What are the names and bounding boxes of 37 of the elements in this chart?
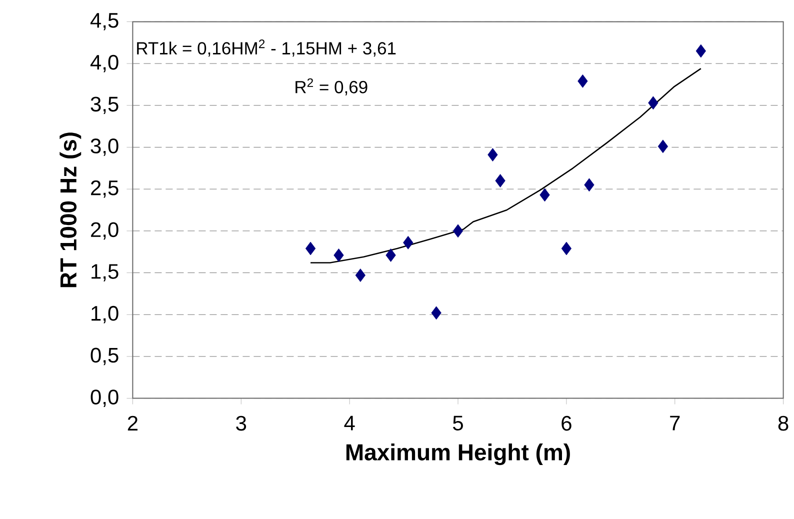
point	[488, 148, 498, 162]
y-tick-label: 1,0	[92, 306, 118, 324]
point	[696, 44, 706, 58]
x-tick-label: 4	[344, 416, 355, 430]
point	[540, 188, 550, 202]
x-axis-title: Maximum Height (m)	[346, 444, 570, 466]
y-tick-label: 3,5	[90, 96, 118, 114]
y-tick-label: 2,5	[91, 180, 118, 198]
x-tick-label: 7	[670, 416, 680, 430]
y-tick-label: 4,5	[90, 13, 118, 30]
point	[578, 74, 588, 88]
point	[334, 248, 344, 262]
point	[355, 268, 366, 282]
y-tick-label: 0,0	[90, 390, 118, 407]
point	[386, 248, 396, 262]
point	[561, 242, 572, 256]
x-tick-label: 5	[453, 416, 463, 430]
point	[648, 96, 658, 110]
x-tick-label: 2	[128, 416, 138, 430]
y-tick-label: 3,0	[90, 138, 118, 156]
point	[431, 306, 442, 320]
point	[658, 140, 668, 154]
point	[452, 224, 464, 238]
point	[403, 236, 414, 250]
annotation: RT1k = 0,16HM$^{2}$ - 1,15HM + 3,61	[137, 40, 396, 57]
x-tick-label: 8	[778, 416, 788, 431]
y-tick-label: 1,5	[92, 264, 118, 282]
y-axis-title: RT 1000 Hz (s)	[60, 132, 82, 288]
x-tick-label: 3	[236, 416, 246, 431]
y-tick-label: 2,0	[91, 222, 118, 240]
point	[305, 242, 316, 256]
point	[584, 178, 594, 192]
y-tick-label: 0,5	[90, 348, 118, 366]
y-tick-label: 4,0	[90, 54, 118, 72]
x-tick-label: 6	[562, 416, 572, 431]
point	[495, 174, 506, 188]
annotation: R$^{2}$ = 0,69	[296, 78, 368, 96]
